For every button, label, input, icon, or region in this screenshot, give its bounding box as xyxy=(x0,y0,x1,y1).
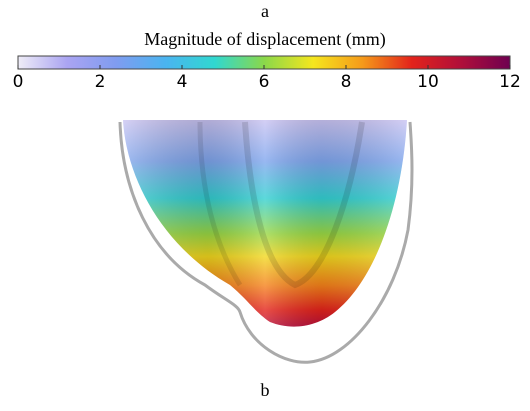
tick-label: 10 xyxy=(417,72,439,92)
inner-fold xyxy=(242,121,365,289)
panel-label: a xyxy=(261,1,269,21)
tick-label: 0 xyxy=(13,72,24,92)
panel-label: b xyxy=(261,380,270,400)
displacement-render xyxy=(118,120,414,364)
tick-label: 12 xyxy=(499,72,521,92)
tick-label: 6 xyxy=(259,72,270,92)
shading xyxy=(123,120,407,327)
tick-label: 4 xyxy=(177,72,188,92)
tick-label: 2 xyxy=(95,72,106,92)
colorbar: 0 2 4 6 8 10 12 xyxy=(13,55,521,92)
colorbar-title: Magnitude of displacement (mm) xyxy=(144,29,385,50)
tick-label: 8 xyxy=(341,72,352,92)
inner-fold xyxy=(197,121,243,287)
